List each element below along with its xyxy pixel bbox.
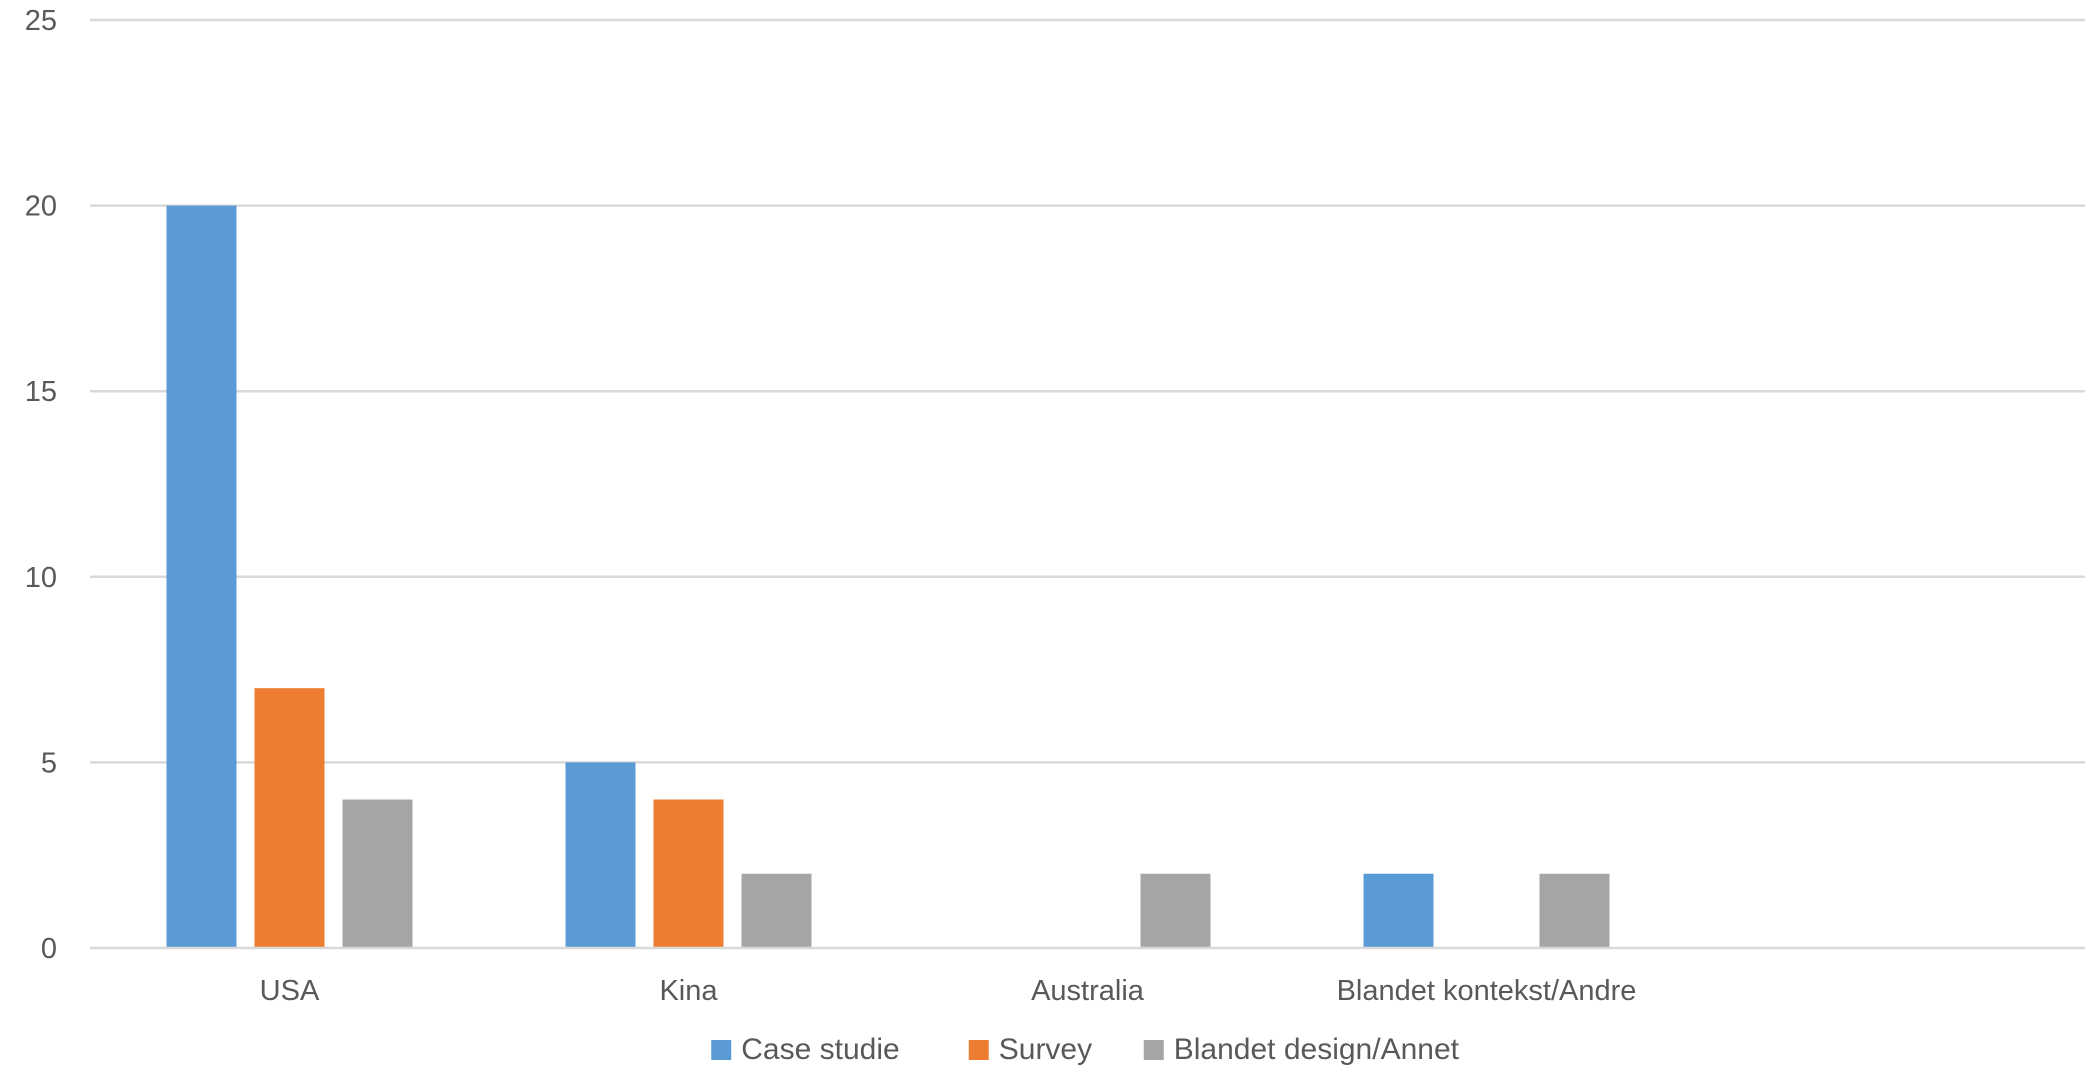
y-tick-label: 10: [25, 562, 57, 594]
y-tick-label: 25: [25, 5, 57, 37]
y-tick-label: 20: [25, 191, 57, 223]
legend-swatch: [711, 1040, 732, 1060]
bar-case-studie-blandet-kontekst-andre: [1363, 873, 1434, 948]
legend-label: Survey: [999, 1033, 1092, 1066]
legend-label: Case studie: [741, 1033, 899, 1066]
gridlines: [90, 18, 2085, 764]
legend: Case studie Survey Blandet design/Annet: [711, 1033, 1460, 1066]
bar-survey-usa: [254, 688, 325, 948]
x-category-label: USA: [260, 975, 320, 1007]
y-tick-label: 15: [25, 376, 57, 408]
x-category-label: Blandet kontekst/Andre: [1337, 975, 1637, 1007]
bars: [166, 205, 1610, 949]
x-category-label: Kina: [659, 975, 718, 1007]
bar-blandet-design-annet-usa: [342, 799, 413, 948]
legend-label: Blandet design/Annet: [1174, 1033, 1460, 1066]
bar-case-studie-kina: [565, 762, 636, 948]
y-axis-tick-labels: 0 5 10 15 20 25: [25, 5, 57, 965]
y-tick-label: 0: [41, 933, 57, 965]
bar-blandet-design-annet-australia: [1140, 873, 1211, 948]
legend-swatch: [1143, 1040, 1164, 1060]
bar-blandet-design-annet-kina: [741, 873, 812, 948]
x-category-label: Australia: [1031, 975, 1145, 1007]
bar-blandet-design-annet-blandet-kontekst-andre: [1539, 873, 1610, 948]
bar-survey-kina: [653, 799, 724, 948]
bar-case-studie-usa: [166, 205, 237, 949]
x-axis-category-labels: USA Kina Australia Blandet kontekst/Andre: [260, 975, 1637, 1007]
y-tick-label: 5: [41, 747, 57, 779]
legend-swatch: [968, 1040, 989, 1060]
